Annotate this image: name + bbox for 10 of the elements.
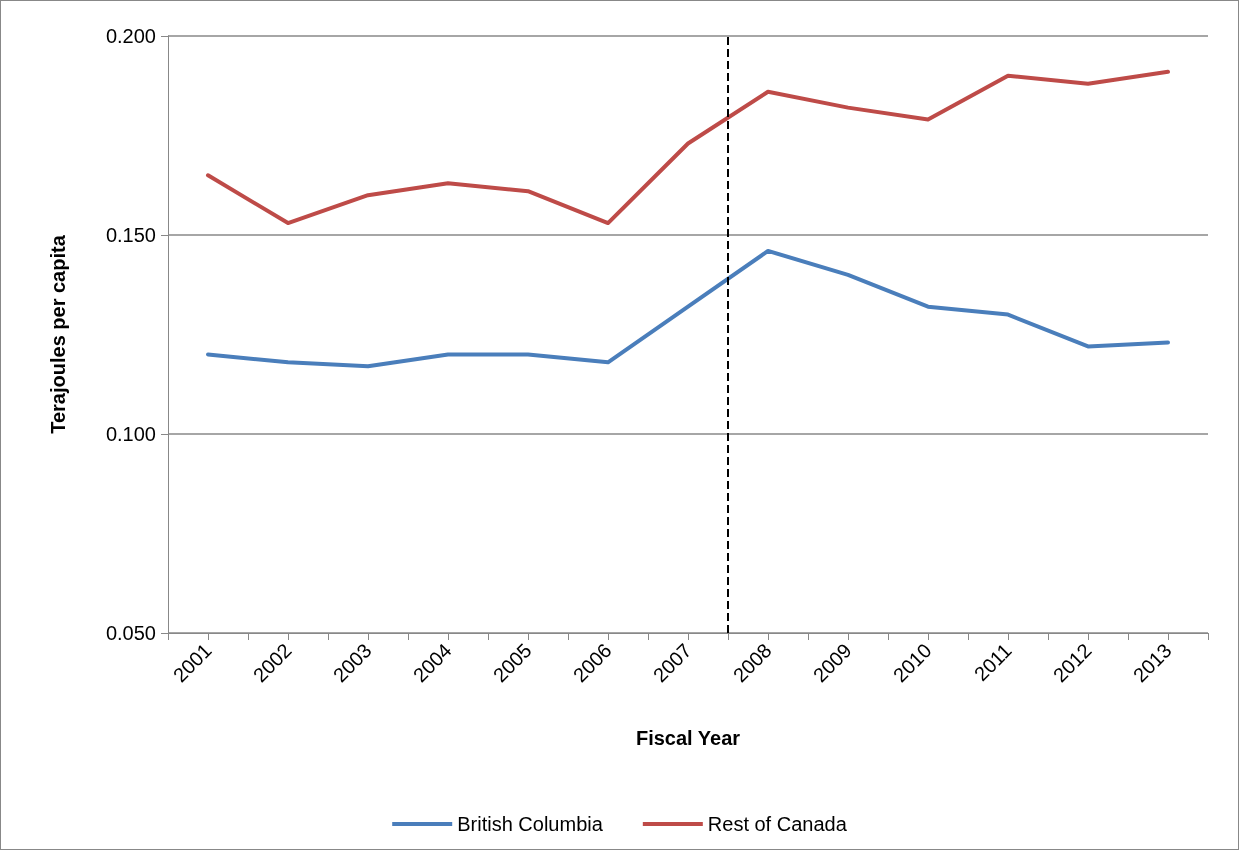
line-series xyxy=(206,248,1170,369)
y-tick-label: 0.200 xyxy=(105,25,156,47)
x-axis-title: Fiscal Year xyxy=(635,727,741,749)
y-axis-title: Terajoules per capita xyxy=(47,234,69,434)
legend-label: Rest of Canada xyxy=(707,813,848,835)
y-tick-label: 0.150 xyxy=(105,224,156,246)
legend-label: British Columbia xyxy=(457,813,604,835)
y-tick-label: 0.050 xyxy=(105,622,156,644)
line-series xyxy=(206,69,1170,226)
y-tick-label: 0.100 xyxy=(105,423,156,445)
